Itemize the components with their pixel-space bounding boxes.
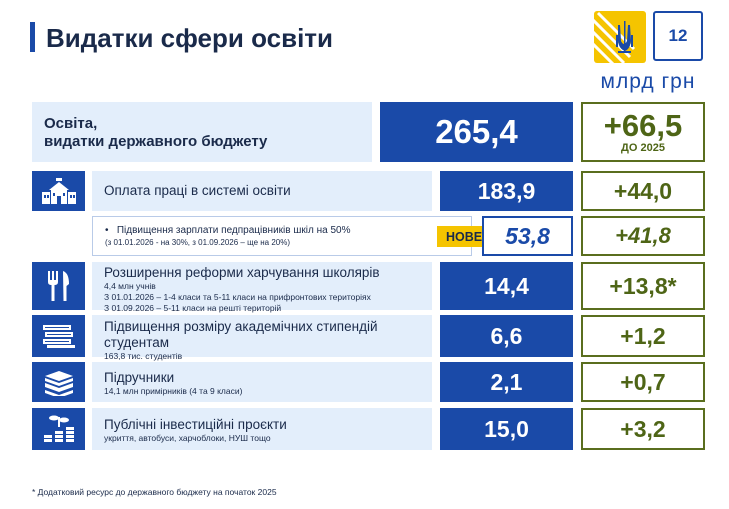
- row-delta: +44,0: [581, 171, 705, 211]
- row-icon-box: [32, 171, 85, 211]
- summary-delta: +66,5: [603, 107, 683, 143]
- trident-logo-icon: [594, 11, 646, 63]
- row-value: 183,9: [440, 171, 573, 211]
- row-value: 14,4: [440, 262, 573, 310]
- row-detail: 4,4 млн учнів: [104, 281, 156, 291]
- row-value: 15,0: [440, 408, 573, 450]
- summary-delta-note: ДО 2025: [621, 141, 665, 154]
- row-label-box: Розширення реформи харчування школярів 4…: [92, 262, 432, 313]
- row-delta: +13,8*: [581, 262, 705, 310]
- row-delta: +1,2: [581, 315, 705, 357]
- row-title: Оплата праці в системі освіти: [104, 183, 291, 198]
- summary-delta-box: +66,5 ДО 2025: [581, 102, 705, 162]
- subrow-label-box: • Підвищення зарплати педпрацівників шкі…: [92, 216, 472, 256]
- subrow-title: Підвищення зарплати педпрацівників шкіл …: [116, 225, 351, 236]
- row-detail: З 01.01.2026 – 1-4 класи та 5-11 класи н…: [104, 292, 371, 302]
- row-value: 6,6: [440, 315, 573, 357]
- unit-label: млрд грн: [600, 70, 696, 93]
- new-badge: НОВЕ: [437, 226, 491, 247]
- row-detail: З 01.09.2026 – 5-11 класи на решті терит…: [104, 303, 282, 313]
- row-label-box: Публічні інвестиційні проєкти укриття, а…: [92, 408, 432, 450]
- row-icon-box: [32, 315, 85, 357]
- summary-value: 265,4: [380, 102, 573, 162]
- row-label-box: Оплата праці в системі освіти: [92, 171, 432, 211]
- row-delta: +0,7: [581, 362, 705, 402]
- row-icon-box: [32, 362, 85, 402]
- page-number: 12: [653, 11, 703, 61]
- summary-label-box: Освіта, видатки державного бюджету: [32, 102, 372, 162]
- row-label-box: Підвищення розміру академічних стипендій…: [92, 315, 432, 361]
- row-detail: 163,8 тис. студентів: [104, 351, 183, 361]
- investment-sprout-icon: [43, 415, 74, 442]
- row-detail: укриття, автобуси, харчоблоки, НУШ тощо: [104, 433, 271, 443]
- summary-label-line2: видатки державного бюджету: [44, 133, 268, 150]
- summary-label-line1: Освіта,: [44, 115, 98, 132]
- footnote: * Додатковий ресурс до державного бюджет…: [32, 487, 277, 497]
- subrow-delta: +41,8: [581, 216, 705, 256]
- school-icon: [41, 178, 76, 204]
- row-title: Публічні інвестиційні проєкти: [104, 417, 287, 432]
- title-accent-bar: [30, 22, 35, 52]
- row-title-line2: студентам: [104, 335, 170, 350]
- row-title: Підручники: [104, 370, 175, 385]
- row-icon-box: [32, 408, 85, 450]
- subrow-value: 53,8: [482, 216, 573, 256]
- row-detail: 14,1 млн примірників (4 та 9 класи): [104, 386, 243, 396]
- subrow-note: (з 01.01.2026 - на 30%, з 01.09.2026 – щ…: [105, 238, 291, 247]
- row-title-line1: Підвищення розміру академічних стипендій: [104, 319, 378, 334]
- row-label-box: Підручники 14,1 млн примірників (4 та 9 …: [92, 362, 432, 402]
- books-icon: [44, 371, 73, 396]
- bullet: •: [105, 225, 109, 236]
- money-stack-icon: [42, 325, 75, 348]
- row-icon-box: [32, 262, 85, 310]
- page-title: Видатки сфери освіти: [46, 23, 334, 53]
- fork-knife-icon: [47, 271, 69, 301]
- row-value: 2,1: [440, 362, 573, 402]
- row-title: Розширення реформи харчування школярів: [104, 265, 380, 280]
- row-delta: +3,2: [581, 408, 705, 450]
